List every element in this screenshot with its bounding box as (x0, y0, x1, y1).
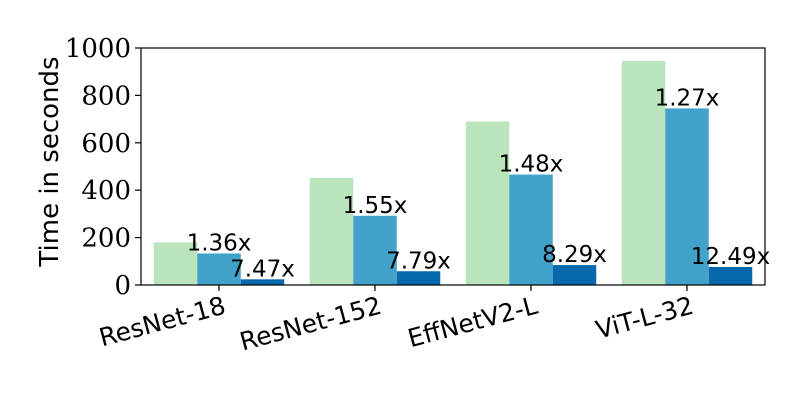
y-axis-label: Time in seconds (35, 56, 65, 267)
x-tick-label: ViT-L-32 (593, 291, 697, 345)
y-tick-label: 800 (81, 81, 131, 111)
bar-resnet-18-series-1 (153, 242, 198, 285)
bar-resnet-152-series-1 (309, 177, 354, 285)
data-label: 1.36x (187, 230, 252, 256)
x-tick-label: ResNet-152 (237, 291, 385, 357)
bars-layer (153, 61, 753, 285)
bar-resnet-18-series-3 (240, 279, 285, 285)
data-label: 12.49x (691, 244, 770, 270)
bar-effnetv2-l-series-3 (552, 265, 597, 285)
bar-effnetv2-l-series-1 (465, 121, 510, 285)
bar-resnet-152-series-3 (396, 271, 441, 285)
bar-resnet-18-series-2 (197, 253, 241, 285)
data-label: 1.48x (499, 152, 564, 178)
bar-effnetv2-l-series-2 (509, 174, 553, 285)
x-tick-label: EffNetV2-L (405, 291, 541, 353)
data-label: 1.27x (655, 85, 720, 111)
data-label: 1.55x (343, 193, 408, 219)
y-tick-label: 1000 (65, 34, 131, 64)
x-axis: ResNet-18 ResNet-152 EffNetV2-L ViT-L-32 (96, 285, 697, 357)
y-tick-label: 400 (81, 176, 131, 206)
y-tick-label: 600 (81, 129, 131, 159)
y-tick-label: 0 (114, 271, 131, 301)
plot-frame (140, 47, 766, 286)
bar-vit-l-32-series-1 (621, 61, 666, 285)
bar-resnet-152-series-2 (353, 215, 397, 285)
y-axis: 0 200 400 600 800 1000 (65, 34, 141, 301)
data-label: 7.79x (386, 248, 451, 274)
data-label: 7.47x (230, 256, 295, 282)
bar-vit-l-32-series-2 (665, 108, 709, 285)
data-label: 8.29x (542, 242, 607, 268)
y-tick-label: 200 (81, 224, 131, 254)
bar-vit-l-32-series-3 (708, 266, 753, 285)
